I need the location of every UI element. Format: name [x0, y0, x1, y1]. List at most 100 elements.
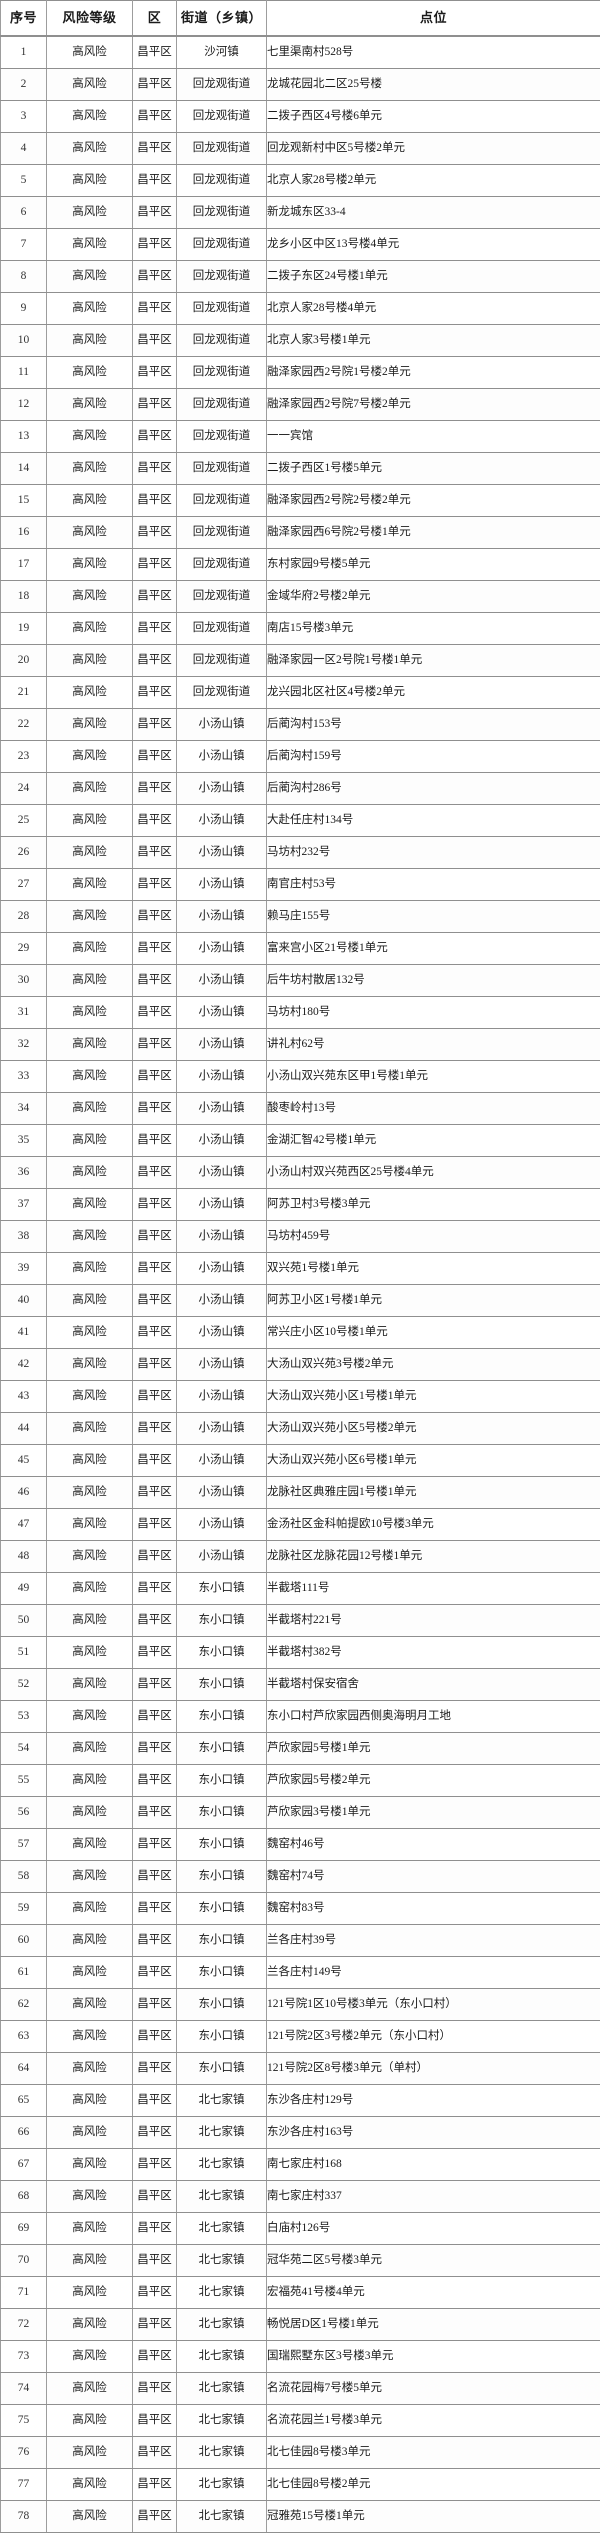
cell-district: 昌平区	[133, 677, 177, 709]
cell-sequence-number: 31	[1, 997, 47, 1029]
cell-point-location: 融泽家园西6号院2号楼1单元	[267, 517, 600, 549]
cell-risk-level: 高风险	[47, 677, 133, 709]
cell-district: 昌平区	[133, 933, 177, 965]
cell-sequence-number: 27	[1, 869, 47, 901]
cell-sequence-number: 10	[1, 325, 47, 357]
cell-sequence-number: 42	[1, 1349, 47, 1381]
cell-district: 昌平区	[133, 1829, 177, 1861]
cell-sequence-number: 49	[1, 1573, 47, 1605]
cell-sequence-number: 21	[1, 677, 47, 709]
cell-point-location: 南七家庄村168	[267, 2149, 600, 2181]
cell-street: 小汤山镇	[177, 1221, 267, 1253]
cell-district: 昌平区	[133, 2437, 177, 2469]
cell-sequence-number: 28	[1, 901, 47, 933]
cell-sequence-number: 64	[1, 2053, 47, 2085]
cell-risk-level: 高风险	[47, 1701, 133, 1733]
cell-sequence-number: 25	[1, 805, 47, 837]
cell-street: 北七家镇	[177, 2117, 267, 2149]
cell-street: 东小口镇	[177, 2021, 267, 2053]
cell-sequence-number: 9	[1, 293, 47, 325]
cell-district: 昌平区	[133, 1893, 177, 1925]
cell-street: 回龙观街道	[177, 389, 267, 421]
cell-street: 小汤山镇	[177, 1317, 267, 1349]
cell-district: 昌平区	[133, 1349, 177, 1381]
cell-street: 东小口镇	[177, 1957, 267, 1989]
cell-district: 昌平区	[133, 1221, 177, 1253]
column-header-point: 点位	[267, 1, 600, 37]
cell-point-location: 双兴苑1号楼1单元	[267, 1253, 600, 1285]
cell-district: 昌平区	[133, 165, 177, 197]
cell-sequence-number: 59	[1, 1893, 47, 1925]
cell-street: 回龙观街道	[177, 197, 267, 229]
cell-point-location: 富来宫小区21号楼1单元	[267, 933, 600, 965]
cell-risk-level: 高风险	[47, 453, 133, 485]
cell-point-location: 融泽家园一区2号院1号楼1单元	[267, 645, 600, 677]
cell-point-location: 马坊村459号	[267, 1221, 600, 1253]
cell-point-location: 北京人家28号楼2单元	[267, 165, 600, 197]
cell-street: 回龙观街道	[177, 101, 267, 133]
cell-risk-level: 高风险	[47, 741, 133, 773]
cell-street: 东小口镇	[177, 1573, 267, 1605]
cell-risk-level: 高风险	[47, 1189, 133, 1221]
cell-risk-level: 高风险	[47, 2469, 133, 2501]
cell-street: 回龙观街道	[177, 325, 267, 357]
cell-risk-level: 高风险	[47, 1637, 133, 1669]
cell-point-location: 东沙各庄村163号	[267, 2117, 600, 2149]
cell-street: 小汤山镇	[177, 901, 267, 933]
cell-district: 昌平区	[133, 2405, 177, 2437]
cell-sequence-number: 12	[1, 389, 47, 421]
cell-sequence-number: 61	[1, 1957, 47, 1989]
cell-point-location: 南店15号楼3单元	[267, 613, 600, 645]
cell-sequence-number: 52	[1, 1669, 47, 1701]
cell-street: 回龙观街道	[177, 165, 267, 197]
cell-risk-level: 高风险	[47, 2277, 133, 2309]
cell-street: 东小口镇	[177, 2053, 267, 2085]
cell-point-location: 东小口村芦欣家园西侧奥海明月工地	[267, 1701, 600, 1733]
cell-risk-level: 高风险	[47, 1573, 133, 1605]
cell-point-location: 南七家庄村337	[267, 2181, 600, 2213]
cell-point-location: 大汤山双兴苑小区5号楼2单元	[267, 1413, 600, 1445]
cell-street: 东小口镇	[177, 1989, 267, 2021]
cell-risk-level: 高风险	[47, 2309, 133, 2341]
cell-sequence-number: 19	[1, 613, 47, 645]
cell-risk-level: 高风险	[47, 357, 133, 389]
cell-sequence-number: 14	[1, 453, 47, 485]
cell-point-location: 121号院2区8号楼3单元（单村）	[267, 2053, 600, 2085]
cell-street: 小汤山镇	[177, 1349, 267, 1381]
cell-risk-level: 高风险	[47, 261, 133, 293]
cell-risk-level: 高风险	[47, 101, 133, 133]
cell-risk-level: 高风险	[47, 933, 133, 965]
cell-risk-level: 高风险	[47, 1605, 133, 1637]
cell-street: 小汤山镇	[177, 1445, 267, 1477]
cell-risk-level: 高风险	[47, 805, 133, 837]
cell-street: 回龙观街道	[177, 421, 267, 453]
cell-district: 昌平区	[133, 1253, 177, 1285]
cell-point-location: 东村家园9号楼5单元	[267, 549, 600, 581]
cell-district: 昌平区	[133, 1637, 177, 1669]
cell-sequence-number: 26	[1, 837, 47, 869]
cell-street: 小汤山镇	[177, 1253, 267, 1285]
cell-sequence-number: 45	[1, 1445, 47, 1477]
table-header: 序号 风险等级 区 街道（乡镇） 点位	[1, 1, 600, 37]
cell-street: 东小口镇	[177, 1733, 267, 1765]
cell-risk-level: 高风险	[47, 1925, 133, 1957]
cell-street: 小汤山镇	[177, 933, 267, 965]
